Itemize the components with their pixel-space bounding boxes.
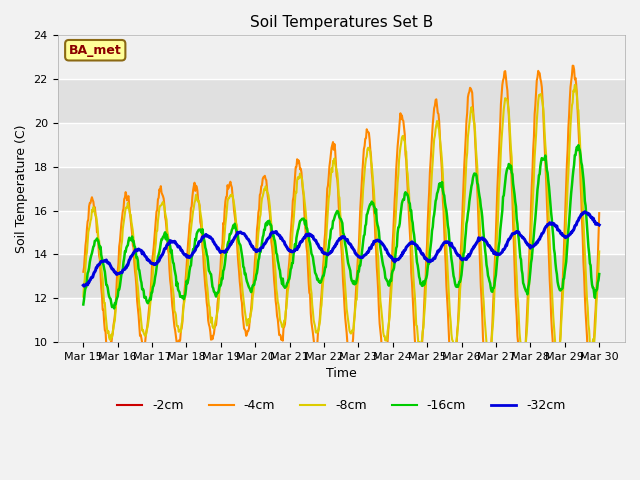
Bar: [58, 254, 625, 298]
Bar: [58, 167, 625, 211]
Text: BA_met: BA_met: [69, 44, 122, 57]
Bar: [58, 36, 625, 79]
Bar: [58, 123, 625, 167]
Title: Soil Temperatures Set B: Soil Temperatures Set B: [250, 15, 433, 30]
Y-axis label: Soil Temperature (C): Soil Temperature (C): [15, 124, 28, 253]
Bar: [58, 211, 625, 254]
X-axis label: Time: Time: [326, 367, 356, 380]
Legend: -2cm, -4cm, -8cm, -16cm, -32cm: -2cm, -4cm, -8cm, -16cm, -32cm: [112, 394, 570, 417]
Bar: [58, 298, 625, 342]
Bar: [58, 79, 625, 123]
